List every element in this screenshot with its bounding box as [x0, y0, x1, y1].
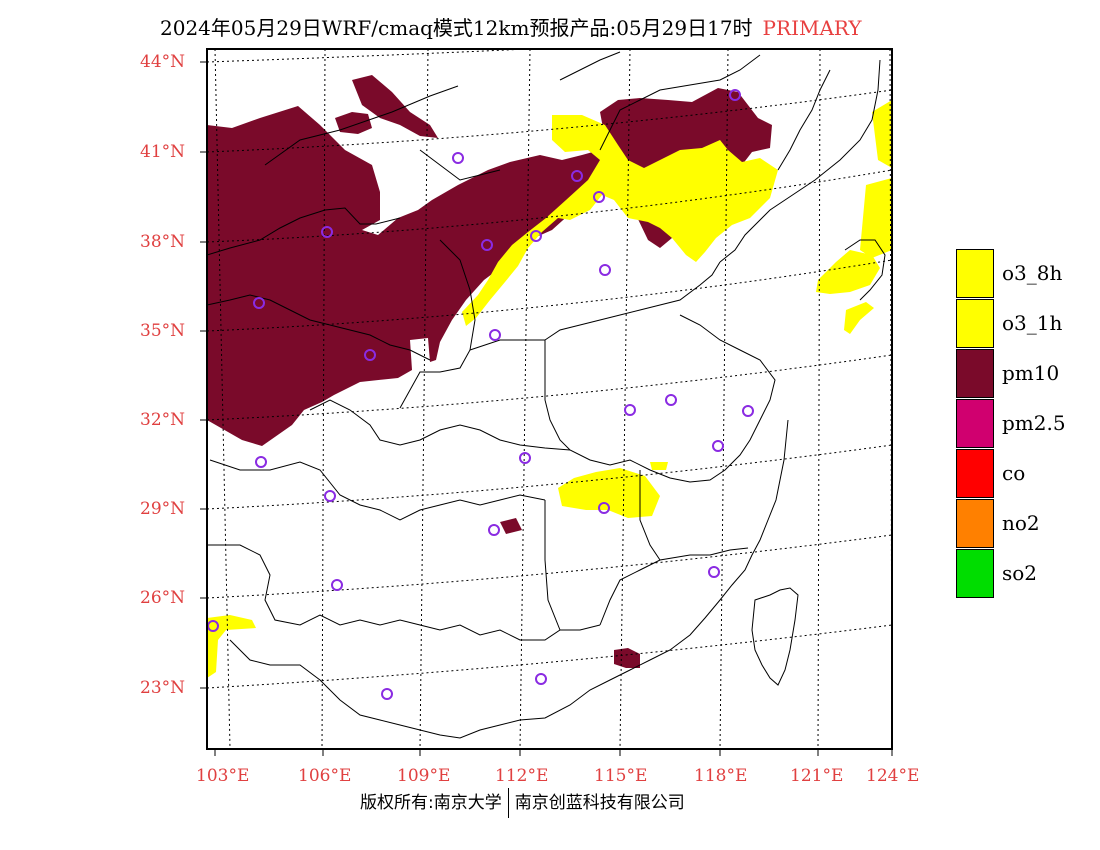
- legend-swatch: [956, 399, 994, 448]
- lon-label-109: 109°E: [397, 766, 451, 786]
- lat-label-38: 38°N: [140, 232, 186, 252]
- legend-label: no2: [1002, 511, 1040, 535]
- lon-label-118: 118°E: [694, 766, 748, 786]
- station-markers: [207, 89, 754, 700]
- legend-swatch: [956, 299, 994, 348]
- lat-label-29: 29°N: [140, 499, 186, 519]
- lat-label-41: 41°N: [140, 142, 186, 162]
- map-frame: [206, 48, 893, 750]
- legend-label: o3_8h: [1002, 261, 1063, 285]
- lat-label-44: 44°N: [140, 52, 186, 72]
- lon-label-106: 106°E: [298, 766, 352, 786]
- map-title: 2024年05月29日WRF/cmaq模式12km预报产品:05月29日17时 P…: [160, 12, 1000, 41]
- copyright: 版权所有:南京大学 南京创蓝科技有限公司: [360, 788, 685, 818]
- title-tag: PRIMARY: [762, 16, 862, 40]
- legend-label: o3_1h: [1002, 311, 1063, 335]
- legend-swatch: [956, 549, 994, 598]
- lon-label-124: 124°E: [866, 766, 920, 786]
- copyright-divider: [507, 788, 509, 818]
- lon-label-121: 121°E: [790, 766, 844, 786]
- lat-label-32: 32°N: [140, 410, 186, 430]
- legend-swatch: [956, 349, 994, 398]
- legend-label: pm10: [1002, 361, 1060, 385]
- axis-ticks: [200, 61, 893, 756]
- lon-label-115: 115°E: [594, 766, 648, 786]
- legend-swatch: [956, 249, 994, 298]
- boundary-lines: [207, 51, 886, 739]
- copyright-left: 版权所有:南京大学: [360, 793, 502, 813]
- lat-label-26: 26°N: [140, 588, 186, 608]
- title-main: 2024年05月29日WRF/cmaq模式12km预报产品:05月29日17时: [160, 16, 753, 40]
- lat-label-23: 23°N: [140, 678, 186, 698]
- lon-label-112: 112°E: [495, 766, 549, 786]
- ozone-regions: [207, 100, 892, 678]
- lon-label-103: 103°E: [196, 766, 250, 786]
- legend-label: co: [1002, 461, 1026, 485]
- legend-swatch: [956, 449, 994, 498]
- graticule: [207, 49, 892, 749]
- legend-label: pm2.5: [1002, 411, 1066, 435]
- legend-swatch: [956, 499, 994, 548]
- lat-label-35: 35°N: [140, 321, 186, 341]
- legend-label: so2: [1002, 561, 1038, 585]
- copyright-right: 南京创蓝科技有限公司: [514, 793, 685, 813]
